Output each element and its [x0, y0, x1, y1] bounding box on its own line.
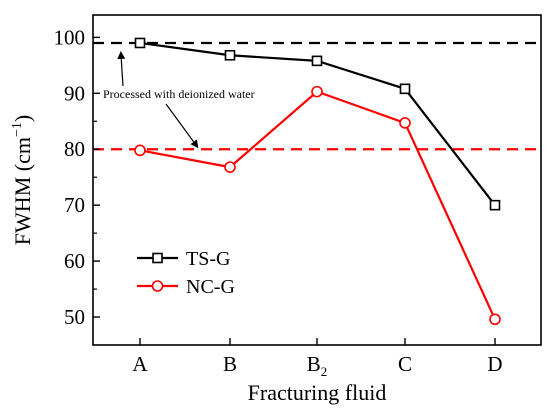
x-tick-label: D — [487, 352, 502, 376]
x-tick-label-main: B — [307, 352, 321, 376]
legend-marker-ts-g — [152, 252, 163, 264]
x-tick-label: B — [223, 352, 237, 376]
data-point-nc-g — [224, 161, 236, 173]
y-tick-label: 50 — [64, 305, 85, 329]
annotation: Processed with deionized water — [103, 51, 255, 149]
annotation-arrow-down — [165, 103, 199, 149]
data-point-ts-g — [224, 49, 236, 61]
legend-marker-nc-g — [151, 280, 164, 292]
y-axis-label-close: ) — [10, 115, 35, 122]
data-point-nc-g — [489, 313, 501, 326]
y-axis-label: FWHM (cm−1) — [10, 115, 35, 245]
y-tick-label: 60 — [64, 249, 85, 273]
data-point-nc-g — [311, 85, 323, 98]
y-tick-label: 70 — [64, 193, 85, 217]
x-tick-label-main: C — [398, 352, 412, 376]
data-point-ts-g — [134, 37, 146, 49]
legend: TS-G NC-G — [137, 248, 235, 298]
x-tick-label: C — [398, 352, 412, 376]
annotation-text: Processed with deionized water — [103, 87, 255, 101]
reference-lines — [93, 41, 541, 151]
legend-label-nc-g: NC-G — [186, 276, 235, 298]
x-tick-label-main: A — [132, 352, 148, 376]
y-tick-label: 90 — [64, 81, 85, 105]
y-tick-label: 80 — [64, 137, 85, 161]
annotation-arrow-up — [117, 51, 126, 87]
x-tick-label-main: D — [487, 352, 502, 376]
x-tick-label-main: B — [223, 352, 237, 376]
x-tick-label: B2 — [307, 352, 328, 379]
data-point-ts-g — [311, 55, 323, 67]
data-point-nc-g — [134, 144, 146, 157]
series-layer — [134, 37, 501, 326]
x-axis-label: Fracturing fluid — [248, 380, 387, 405]
data-point-nc-g — [399, 117, 411, 129]
data-point-ts-g — [399, 83, 411, 95]
data-point-ts-g — [489, 199, 501, 211]
y-axis-label-exponent: −1 — [10, 122, 25, 137]
x-tick-label-subscript: 2 — [321, 364, 328, 379]
y-tick-label: 100 — [54, 25, 86, 49]
legend-label-ts-g: TS-G — [186, 248, 230, 270]
series-line-ts-g — [139, 41, 496, 206]
y-axis-label-main: FWHM (cm — [10, 137, 35, 245]
x-tick-label: A — [132, 352, 148, 376]
